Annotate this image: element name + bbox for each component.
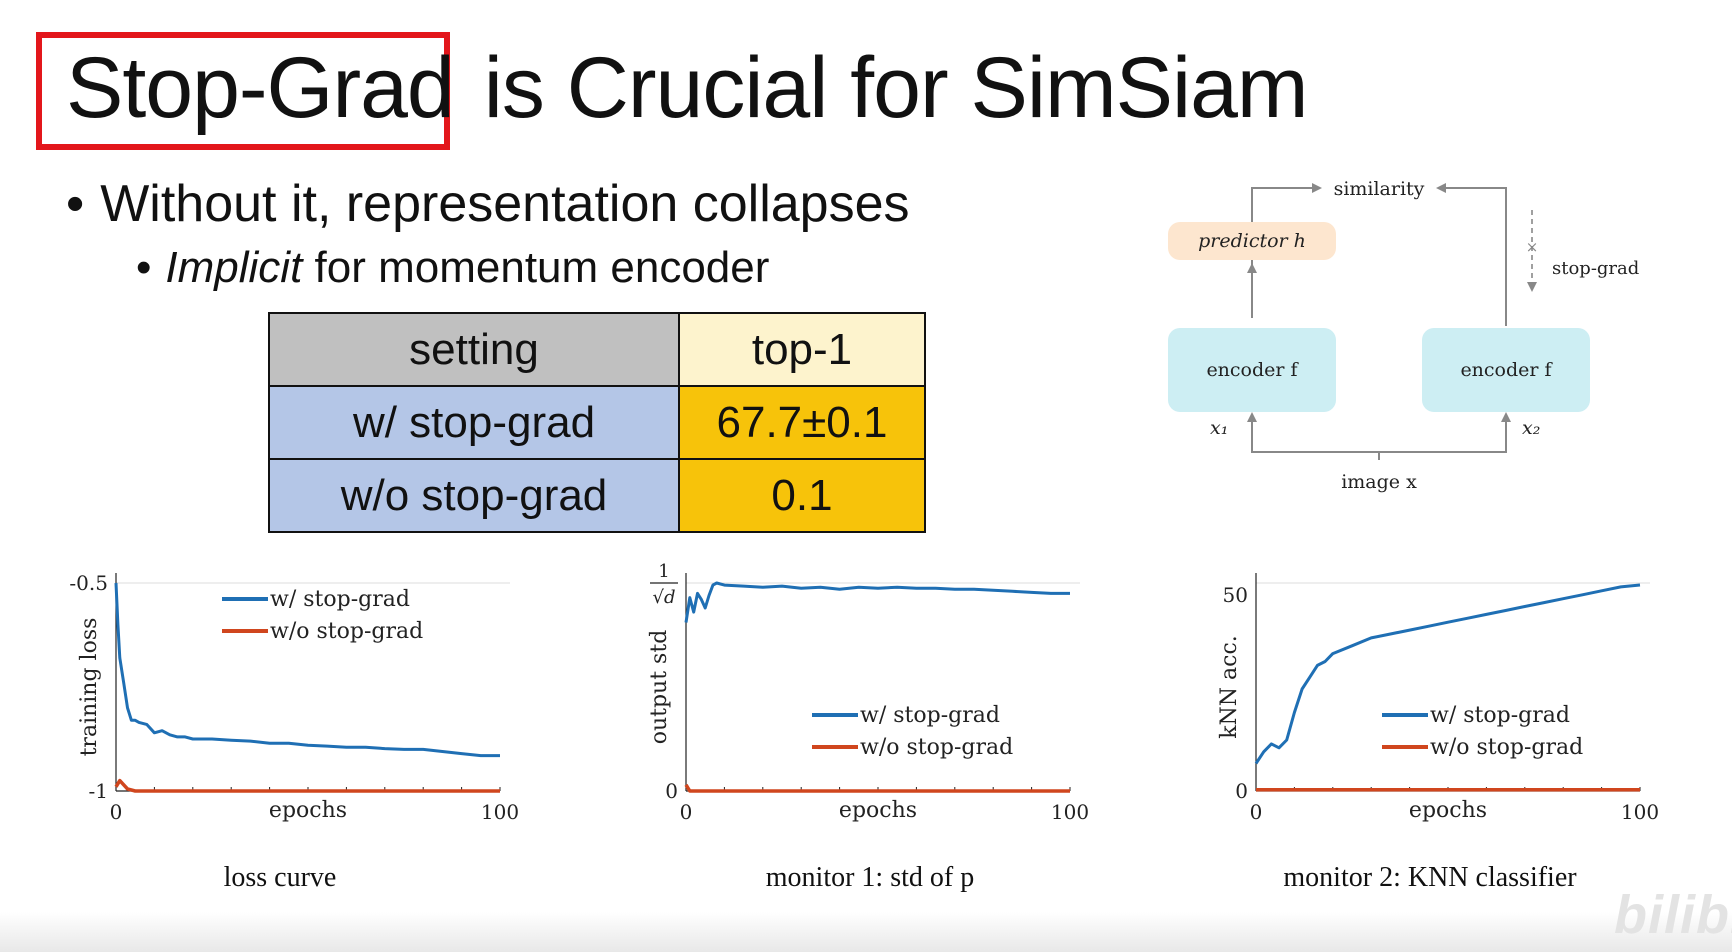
bullet-level2-emphasis: Implicit (165, 243, 303, 292)
x-tick-label: 100 (481, 800, 519, 824)
bullet-level1-text: Without it, representation collapses (100, 175, 910, 233)
table-header-top1: top-1 (678, 312, 926, 387)
x-axis-label: epochs (839, 798, 917, 823)
legend-label-0: w/ stop-grad (1430, 703, 1570, 728)
y-tick-label: 0 (665, 779, 678, 803)
legend-label-0: w/ stop-grad (270, 587, 410, 612)
y-axis-label: training loss (77, 618, 102, 757)
table-cell-setting: w/ stop-grad (268, 385, 680, 460)
series-line-0 (684, 581, 1070, 623)
simsiam-architecture-diagram: similarity × stop-grad predictor h encod… (1168, 178, 1639, 493)
y-tick-label: -0.5 (69, 571, 108, 595)
series-line-1 (114, 778, 500, 793)
stop-grad-label: stop-grad (1552, 258, 1639, 279)
legend-label-0: w/ stop-grad (860, 703, 1000, 728)
knn-accuracy-chart: w/ stop-grad w/o stop-grad 0 100 epochs kNN … (1217, 573, 1659, 824)
x-tick-label: 0 (680, 800, 693, 824)
image-to-x2-arrow (1379, 412, 1511, 453)
legend-label-1: w/o stop-grad (860, 735, 1013, 760)
x-tick-label: 100 (1621, 800, 1659, 824)
x-axis-label: epochs (1409, 798, 1487, 823)
predictor-label: predictor h (1198, 230, 1306, 252)
y-tick-label-numerator: 1 (658, 561, 669, 582)
bullet-level2-text: for momentum encoder (302, 243, 770, 292)
chart-caption-knn: monitor 2: KNN classifier (1283, 862, 1577, 893)
bullet-level1: • Without it, representation collapses (66, 172, 910, 236)
series-line-0 (1254, 583, 1641, 765)
output-std-chart: w/ stop-grad w/o stop-grad 0 100 epochs outp… (647, 561, 1089, 824)
legend-label-1: w/o stop-grad (270, 619, 423, 644)
y-tick-label: 50 (1223, 583, 1248, 607)
x2-label: x₂ (1522, 417, 1540, 439)
x-tick-label: 0 (1250, 800, 1263, 824)
similarity-arrow-right (1436, 183, 1507, 326)
results-table: setting top-1 w/ stop-grad 67.7±0.1 w/o … (268, 312, 926, 533)
image-label: image x (1341, 471, 1417, 493)
x1-label: x₁ (1210, 417, 1228, 439)
series-line-1 (684, 783, 1070, 793)
title-rest: is Crucial for SimSiam (483, 40, 1309, 136)
table-header-setting: setting (268, 312, 680, 387)
bullet-level2: • Implicit for momentum encoder (136, 240, 769, 296)
table-row: w/o stop-grad 0.1 (268, 458, 926, 533)
chart-caption-loss: loss curve (223, 862, 337, 893)
encoder-left-label: encoder f (1206, 359, 1299, 381)
table-cell-top1: 0.1 (678, 458, 926, 533)
y-tick-label: -1 (89, 779, 108, 803)
table-header-row: setting top-1 (268, 312, 926, 387)
bullet-marker: • (136, 243, 152, 292)
y-tick-label-denominator: √d (653, 587, 676, 608)
predictor-box (1168, 222, 1336, 260)
bullet-marker: • (66, 175, 85, 233)
encoder-right-box (1422, 328, 1590, 412)
x-axis-label: epochs (269, 798, 347, 823)
image-to-x1-arrow (1247, 412, 1380, 460)
x-tick-label: 100 (1051, 800, 1089, 824)
video-footer-gradient (0, 912, 1732, 952)
similarity-label: similarity (1334, 178, 1425, 200)
y-axis-label: output std (647, 630, 672, 745)
table-cell-top1: 67.7±0.1 (678, 385, 926, 460)
encoder-right-label: encoder f (1460, 359, 1553, 381)
chart-caption-std: monitor 1: std of p (765, 862, 975, 893)
y-tick-label: 0 (1235, 779, 1248, 803)
loss-curve-chart: w/ stop-grad w/o stop-grad 0 100 epochs trai… (69, 571, 519, 824)
y-axis-label: kNN acc. (1217, 635, 1242, 739)
legend-label-1: w/o stop-grad (1430, 735, 1583, 760)
slide-title: Stop-Grad is Crucial for SimSiam (66, 38, 1309, 138)
encoder-left-box (1168, 328, 1336, 412)
table-row: w/ stop-grad 67.7±0.1 (268, 385, 926, 460)
bilibili-watermark: bilibili (1614, 885, 1732, 945)
stop-grad-cross-icon: × (1526, 238, 1539, 256)
series-line-0 (114, 582, 500, 758)
table-cell-setting: w/o stop-grad (268, 458, 680, 533)
title-highlighted-word: Stop-Grad (66, 40, 455, 136)
x-tick-label: 0 (110, 800, 123, 824)
title-highlight-box (36, 32, 450, 150)
